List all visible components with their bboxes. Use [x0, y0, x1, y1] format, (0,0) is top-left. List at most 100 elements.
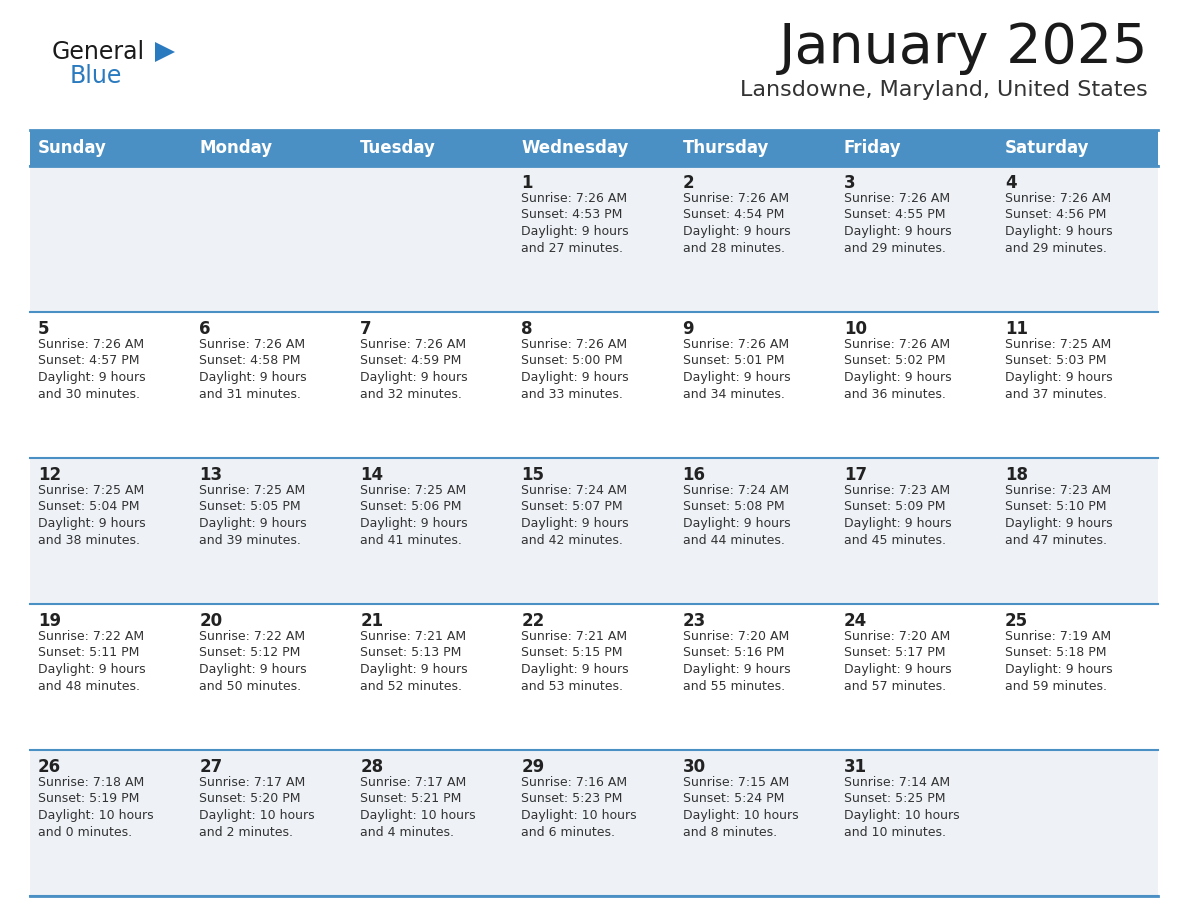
Text: and 48 minutes.: and 48 minutes.: [38, 679, 140, 692]
Text: Sunrise: 7:24 AM: Sunrise: 7:24 AM: [522, 484, 627, 497]
Text: 17: 17: [843, 466, 867, 484]
Bar: [675, 130, 835, 166]
Text: Daylight: 10 hours: Daylight: 10 hours: [38, 809, 153, 822]
Bar: [30, 750, 1158, 896]
Text: 24: 24: [843, 612, 867, 630]
Text: Sunrise: 7:17 AM: Sunrise: 7:17 AM: [360, 776, 467, 789]
Text: Daylight: 9 hours: Daylight: 9 hours: [360, 517, 468, 530]
Text: Sunday: Sunday: [38, 139, 107, 157]
Text: Sunset: 5:23 PM: Sunset: 5:23 PM: [522, 792, 623, 805]
Text: and 6 minutes.: and 6 minutes.: [522, 825, 615, 838]
Text: Thursday: Thursday: [683, 139, 769, 157]
Text: 25: 25: [1005, 612, 1028, 630]
Text: Sunrise: 7:14 AM: Sunrise: 7:14 AM: [843, 776, 950, 789]
Text: Sunrise: 7:26 AM: Sunrise: 7:26 AM: [200, 338, 305, 351]
Text: Sunrise: 7:25 AM: Sunrise: 7:25 AM: [200, 484, 305, 497]
Text: and 45 minutes.: and 45 minutes.: [843, 533, 946, 546]
Text: Daylight: 9 hours: Daylight: 9 hours: [38, 663, 146, 676]
Text: 12: 12: [38, 466, 61, 484]
Text: Sunset: 5:12 PM: Sunset: 5:12 PM: [200, 646, 301, 659]
Text: and 31 minutes.: and 31 minutes.: [200, 387, 301, 400]
Text: Sunset: 5:01 PM: Sunset: 5:01 PM: [683, 354, 784, 367]
Text: Sunset: 5:03 PM: Sunset: 5:03 PM: [1005, 354, 1106, 367]
Text: and 33 minutes.: and 33 minutes.: [522, 387, 624, 400]
Text: Sunrise: 7:25 AM: Sunrise: 7:25 AM: [38, 484, 144, 497]
Text: Sunset: 5:24 PM: Sunset: 5:24 PM: [683, 792, 784, 805]
Text: Sunset: 4:56 PM: Sunset: 4:56 PM: [1005, 208, 1106, 221]
Text: 28: 28: [360, 758, 384, 776]
Text: Daylight: 10 hours: Daylight: 10 hours: [360, 809, 476, 822]
Text: and 36 minutes.: and 36 minutes.: [843, 387, 946, 400]
Text: Sunrise: 7:16 AM: Sunrise: 7:16 AM: [522, 776, 627, 789]
Text: Sunrise: 7:22 AM: Sunrise: 7:22 AM: [38, 630, 144, 643]
Text: Sunset: 5:15 PM: Sunset: 5:15 PM: [522, 646, 623, 659]
Text: Daylight: 9 hours: Daylight: 9 hours: [683, 517, 790, 530]
Text: Sunset: 5:05 PM: Sunset: 5:05 PM: [200, 500, 301, 513]
Text: and 59 minutes.: and 59 minutes.: [1005, 679, 1107, 692]
Bar: [30, 312, 1158, 458]
Text: January 2025: January 2025: [778, 21, 1148, 75]
Bar: [191, 130, 353, 166]
Text: 21: 21: [360, 612, 384, 630]
Text: Daylight: 9 hours: Daylight: 9 hours: [843, 225, 952, 238]
Text: Daylight: 9 hours: Daylight: 9 hours: [683, 371, 790, 384]
Text: Sunrise: 7:26 AM: Sunrise: 7:26 AM: [843, 192, 950, 205]
Text: 16: 16: [683, 466, 706, 484]
Text: Sunset: 5:10 PM: Sunset: 5:10 PM: [1005, 500, 1106, 513]
Text: Daylight: 9 hours: Daylight: 9 hours: [360, 663, 468, 676]
Text: Daylight: 9 hours: Daylight: 9 hours: [200, 517, 307, 530]
Text: and 50 minutes.: and 50 minutes.: [200, 679, 302, 692]
Text: Sunrise: 7:15 AM: Sunrise: 7:15 AM: [683, 776, 789, 789]
Text: Monday: Monday: [200, 139, 272, 157]
Text: Sunset: 5:07 PM: Sunset: 5:07 PM: [522, 500, 623, 513]
Text: and 34 minutes.: and 34 minutes.: [683, 387, 784, 400]
Bar: [30, 458, 1158, 604]
Text: Lansdowne, Maryland, United States: Lansdowne, Maryland, United States: [740, 80, 1148, 100]
Text: Sunset: 4:58 PM: Sunset: 4:58 PM: [200, 354, 301, 367]
Text: Sunset: 5:19 PM: Sunset: 5:19 PM: [38, 792, 139, 805]
Text: Daylight: 10 hours: Daylight: 10 hours: [522, 809, 637, 822]
Text: Sunrise: 7:17 AM: Sunrise: 7:17 AM: [200, 776, 305, 789]
Text: 18: 18: [1005, 466, 1028, 484]
Text: Sunset: 5:21 PM: Sunset: 5:21 PM: [360, 792, 462, 805]
Text: Sunrise: 7:19 AM: Sunrise: 7:19 AM: [1005, 630, 1111, 643]
Text: Daylight: 9 hours: Daylight: 9 hours: [843, 371, 952, 384]
Text: Sunrise: 7:20 AM: Sunrise: 7:20 AM: [843, 630, 950, 643]
Text: Sunset: 5:16 PM: Sunset: 5:16 PM: [683, 646, 784, 659]
Text: and 37 minutes.: and 37 minutes.: [1005, 387, 1107, 400]
Bar: [30, 130, 191, 166]
Text: Friday: Friday: [843, 139, 902, 157]
Text: and 27 minutes.: and 27 minutes.: [522, 241, 624, 254]
Text: 26: 26: [38, 758, 61, 776]
Text: and 57 minutes.: and 57 minutes.: [843, 679, 946, 692]
Text: Sunset: 5:18 PM: Sunset: 5:18 PM: [1005, 646, 1106, 659]
Text: Daylight: 9 hours: Daylight: 9 hours: [38, 517, 146, 530]
Text: and 44 minutes.: and 44 minutes.: [683, 533, 784, 546]
Text: Sunset: 5:20 PM: Sunset: 5:20 PM: [200, 792, 301, 805]
Text: 23: 23: [683, 612, 706, 630]
Text: 4: 4: [1005, 174, 1017, 192]
Text: Daylight: 9 hours: Daylight: 9 hours: [522, 225, 630, 238]
Text: 5: 5: [38, 320, 50, 338]
Text: and 55 minutes.: and 55 minutes.: [683, 679, 785, 692]
Text: Wednesday: Wednesday: [522, 139, 628, 157]
Text: 22: 22: [522, 612, 544, 630]
Text: Sunrise: 7:18 AM: Sunrise: 7:18 AM: [38, 776, 144, 789]
Text: Sunrise: 7:26 AM: Sunrise: 7:26 AM: [522, 192, 627, 205]
Text: 11: 11: [1005, 320, 1028, 338]
Text: and 2 minutes.: and 2 minutes.: [200, 825, 293, 838]
Text: Sunrise: 7:25 AM: Sunrise: 7:25 AM: [1005, 338, 1111, 351]
Text: Daylight: 9 hours: Daylight: 9 hours: [522, 517, 630, 530]
Text: 9: 9: [683, 320, 694, 338]
Text: Daylight: 9 hours: Daylight: 9 hours: [200, 371, 307, 384]
Text: Daylight: 10 hours: Daylight: 10 hours: [200, 809, 315, 822]
Text: and 39 minutes.: and 39 minutes.: [200, 533, 301, 546]
Text: Sunset: 5:13 PM: Sunset: 5:13 PM: [360, 646, 462, 659]
Text: Blue: Blue: [70, 64, 122, 88]
Text: Daylight: 9 hours: Daylight: 9 hours: [1005, 371, 1112, 384]
Text: Tuesday: Tuesday: [360, 139, 436, 157]
Text: Sunset: 4:59 PM: Sunset: 4:59 PM: [360, 354, 462, 367]
Text: Daylight: 9 hours: Daylight: 9 hours: [1005, 517, 1112, 530]
Text: 3: 3: [843, 174, 855, 192]
Text: Daylight: 9 hours: Daylight: 9 hours: [1005, 225, 1112, 238]
